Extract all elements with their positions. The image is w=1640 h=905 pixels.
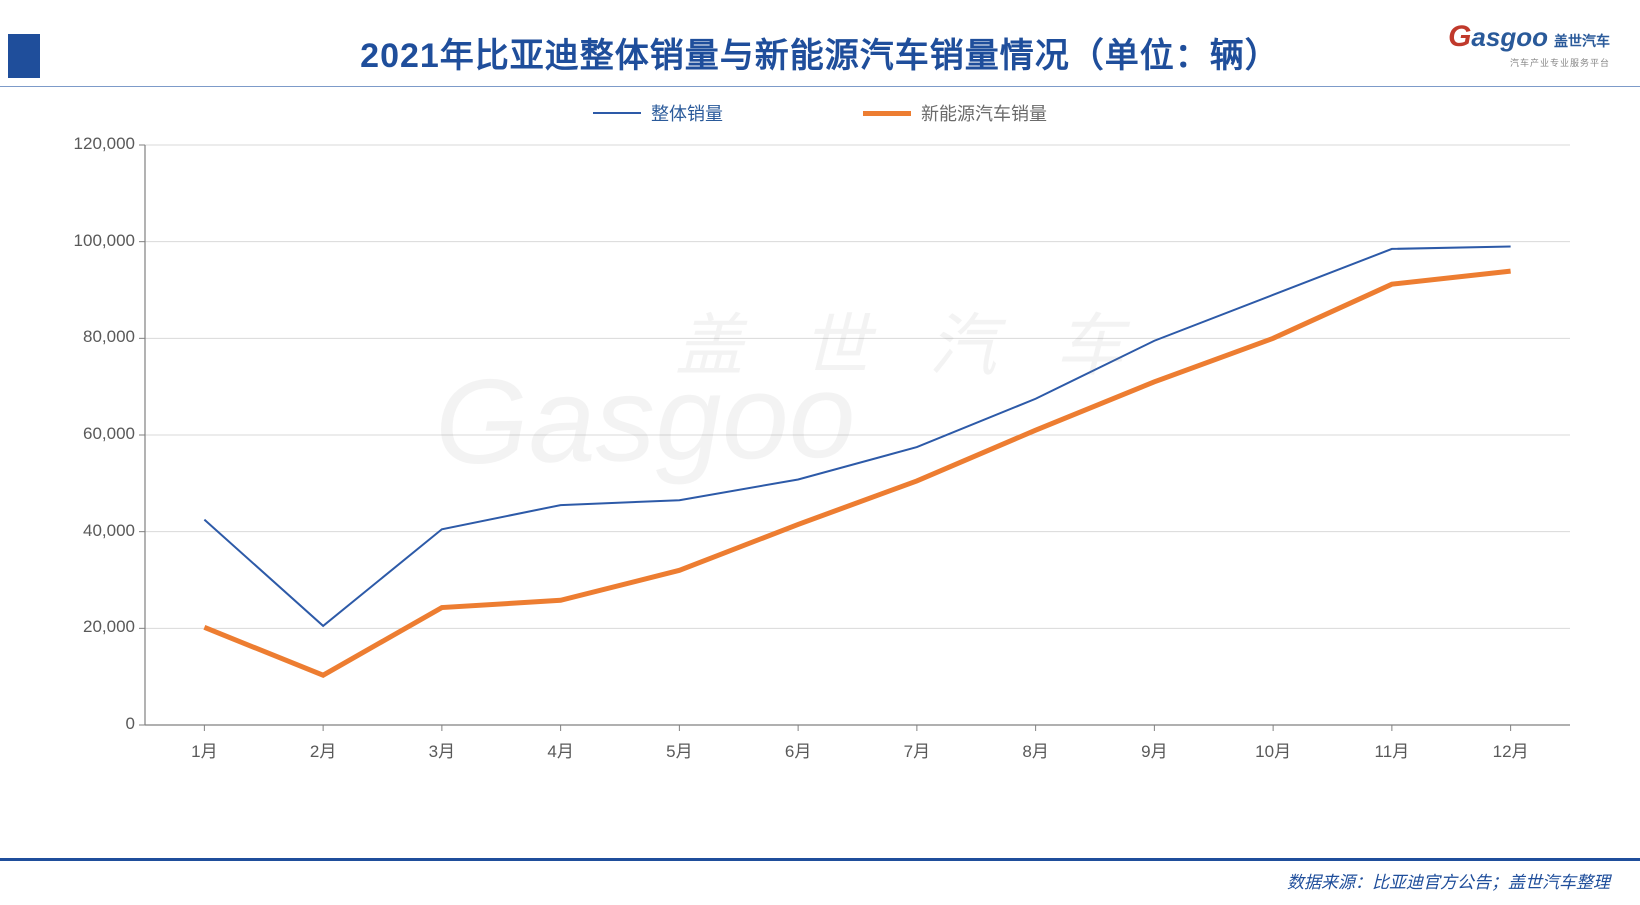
x-tick-label: 12月 — [1471, 737, 1551, 762]
y-tick-label: 60,000 — [55, 424, 135, 444]
y-tick-label: 20,000 — [55, 617, 135, 637]
y-tick-label: 100,000 — [55, 231, 135, 251]
x-tick-label: 11月 — [1352, 737, 1432, 762]
page-title: 2021年比亚迪整体销量与新能源汽车销量情况（单位：辆） — [0, 28, 1640, 77]
x-tick-label: 6月 — [758, 737, 838, 762]
footer-line — [0, 858, 1640, 861]
logo-g: G — [1448, 20, 1471, 54]
page: 2021年比亚迪整体销量与新能源汽车销量情况（单位：辆） G asgoo 盖世汽… — [0, 0, 1640, 905]
logo-cn: 盖世汽车 — [1554, 31, 1610, 51]
logo-main: G asgoo 盖世汽车 — [1448, 20, 1610, 54]
x-tick-label: 9月 — [1114, 737, 1194, 762]
logo-rest: asgoo — [1471, 22, 1548, 53]
x-tick-label: 1月 — [164, 737, 244, 762]
x-tick-label: 5月 — [639, 737, 719, 762]
title-row: 2021年比亚迪整体销量与新能源汽车销量情况（单位：辆） — [0, 18, 1640, 78]
logo-tagline: 汽车产业专业服务平台 — [1448, 56, 1610, 69]
line-chart-svg — [55, 90, 1585, 830]
x-tick-label: 10月 — [1233, 737, 1313, 762]
logo: G asgoo 盖世汽车 汽车产业专业服务平台 — [1448, 20, 1610, 69]
y-tick-label: 120,000 — [55, 134, 135, 154]
y-tick-label: 40,000 — [55, 521, 135, 541]
x-tick-label: 7月 — [877, 737, 957, 762]
x-tick-label: 4月 — [521, 737, 601, 762]
chart-area: 盖 世 汽 车 Gasgoo 020,00040,00060,00080,000… — [55, 90, 1585, 830]
x-tick-label: 8月 — [996, 737, 1076, 762]
footer-source: 数据来源：比亚迪官方公告；盖世汽车整理 — [1287, 868, 1610, 893]
y-tick-label: 0 — [55, 714, 135, 734]
x-tick-label: 3月 — [402, 737, 482, 762]
x-tick-label: 2月 — [283, 737, 363, 762]
y-tick-label: 80,000 — [55, 327, 135, 347]
title-underline — [0, 86, 1640, 87]
